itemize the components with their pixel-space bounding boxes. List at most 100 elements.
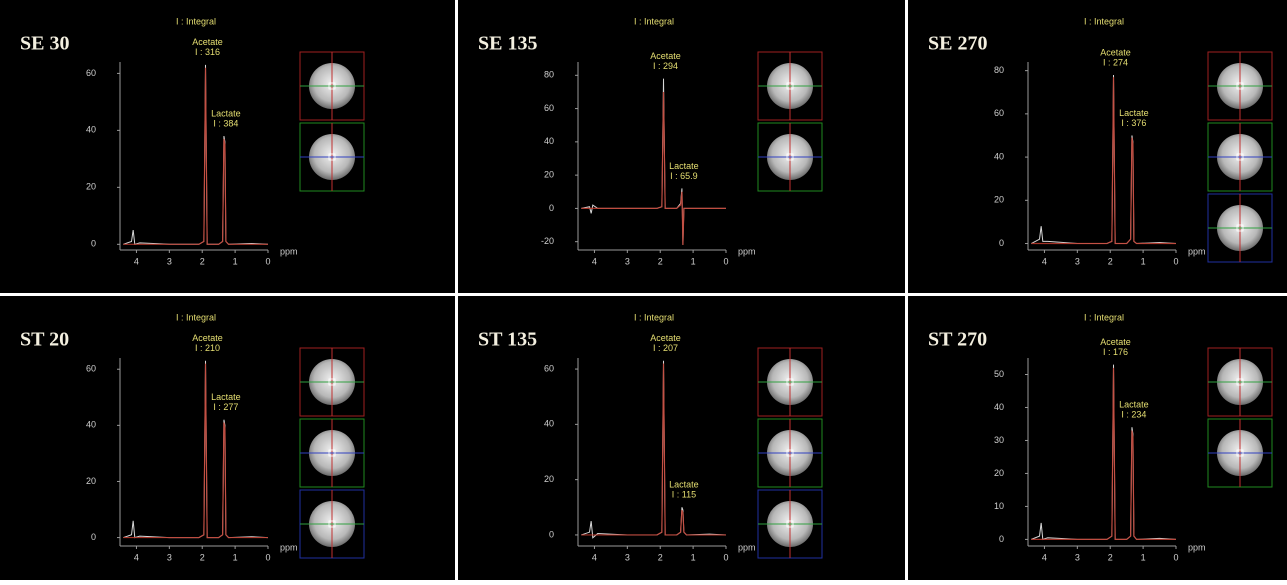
peak-name: Acetate	[1100, 47, 1131, 57]
x-axis-label: ppm	[738, 542, 756, 552]
panel-subtitle: I : Integral	[634, 312, 674, 322]
y-tick-label: 10	[994, 501, 1004, 511]
spectrum-panel: SE 270 I : Integral 0 20 40 60 80 4 3 2 1 0 ppm Aceta…	[908, 0, 1287, 293]
peak-name: Acetate	[1100, 337, 1131, 347]
peak-name: Acetate	[650, 333, 681, 343]
x-tick-label: 2	[658, 256, 663, 266]
y-tick-label: 40	[994, 402, 1004, 412]
y-tick-label: 20	[86, 476, 96, 486]
x-tick-label: 1	[1141, 552, 1146, 562]
x-tick-label: 1	[691, 552, 696, 562]
panel-title: ST 270	[928, 329, 987, 351]
panel-title: SE 270	[928, 33, 987, 55]
localizer-view	[1208, 194, 1272, 262]
peak-integral: I : 277	[213, 402, 238, 412]
x-tick-label: 2	[200, 552, 205, 562]
peak-name: Lactate	[211, 108, 241, 118]
x-axis-label: ppm	[280, 542, 298, 552]
x-axis-label: ppm	[1188, 542, 1206, 552]
y-tick-label: 40	[544, 419, 554, 429]
peak-name: Acetate	[192, 333, 223, 343]
x-tick-label: 4	[592, 552, 597, 562]
localizer-view	[300, 52, 364, 120]
panel-title: SE 30	[20, 33, 69, 55]
x-tick-label: 3	[167, 552, 172, 562]
x-axis-label: ppm	[1188, 246, 1206, 256]
localizer-view	[300, 123, 364, 191]
x-tick-label: 2	[1108, 256, 1113, 266]
localizer-view	[1208, 348, 1272, 416]
x-tick-label: 1	[1141, 256, 1146, 266]
x-tick-label: 3	[1075, 552, 1080, 562]
x-tick-label: 3	[625, 256, 630, 266]
x-tick-label: 0	[723, 256, 728, 266]
peak-integral: I : 207	[653, 343, 678, 353]
y-tick-label: 80	[994, 65, 1004, 75]
x-tick-label: 0	[1173, 552, 1178, 562]
y-tick-label: 60	[544, 103, 554, 113]
x-tick-label: 4	[134, 552, 139, 562]
y-tick-label: 20	[994, 195, 1004, 205]
spectrum-panel: ST 270I : Integral0102030405043210ppmAce…	[908, 296, 1287, 580]
panel-subtitle: I : Integral	[176, 312, 216, 322]
panel-title: SE 135	[478, 33, 537, 55]
y-tick-label: 40	[544, 136, 554, 146]
peak-integral: I : 176	[1103, 347, 1128, 357]
peak-integral: I : 316	[195, 47, 220, 57]
peak-integral: I : 234	[1121, 410, 1146, 420]
x-tick-label: 1	[691, 256, 696, 266]
localizer-view	[758, 123, 822, 191]
panel-title: ST 135	[478, 329, 537, 351]
y-tick-label: 20	[544, 474, 554, 484]
y-tick-label: 80	[544, 70, 554, 80]
peak-integral: I : 115	[672, 490, 696, 500]
peak-integral: I : 384	[213, 118, 238, 128]
y-tick-label: 60	[994, 108, 1004, 118]
y-tick-label: 20	[994, 468, 1004, 478]
panel-subtitle: I : Integral	[634, 16, 674, 26]
y-tick-label: 40	[86, 420, 96, 430]
x-tick-label: 0	[723, 552, 728, 562]
localizer-view	[758, 490, 822, 558]
x-tick-label: 0	[265, 256, 270, 266]
localizer-view	[758, 52, 822, 120]
localizer-view	[300, 490, 364, 558]
y-tick-label: 0	[549, 203, 554, 213]
x-axis-label: ppm	[738, 246, 756, 256]
peak-name: Lactate	[669, 480, 699, 490]
y-tick-label: 40	[86, 125, 96, 135]
peak-name: Lactate	[1119, 400, 1149, 410]
x-tick-label: 4	[1042, 256, 1047, 266]
y-tick-label: 0	[999, 238, 1004, 248]
localizer-view	[758, 348, 822, 416]
x-tick-label: 0	[265, 552, 270, 562]
peak-name: Lactate	[669, 161, 699, 171]
y-tick-label: 40	[994, 151, 1004, 161]
x-tick-label: 2	[658, 552, 663, 562]
x-tick-label: 0	[1173, 256, 1178, 266]
panel-subtitle: I : Integral	[1084, 16, 1124, 26]
y-tick-label: 20	[86, 182, 96, 192]
x-tick-label: 2	[1108, 552, 1113, 562]
figure: SE 30I : Integral020406043210ppmAcetateI…	[0, 0, 1287, 580]
x-tick-label: 3	[1075, 256, 1080, 266]
y-tick-label: 0	[91, 532, 96, 542]
localizer-view	[758, 419, 822, 487]
localizer-view	[1208, 123, 1272, 191]
y-tick-label: 0	[91, 239, 96, 249]
panel-subtitle: I : Integral	[1084, 312, 1124, 322]
panel-subtitle: I : Integral	[176, 16, 216, 26]
peak-integral: I : 376	[1121, 118, 1146, 128]
y-tick-label: 0	[549, 529, 554, 539]
peak-name: Lactate	[211, 392, 241, 402]
y-tick-label: 0	[999, 534, 1004, 544]
y-tick-label: 20	[544, 170, 554, 180]
x-tick-label: 1	[233, 256, 238, 266]
y-tick-label: 50	[994, 369, 1004, 379]
y-tick-label: -20	[541, 236, 554, 246]
x-tick-label: 4	[592, 256, 597, 266]
x-tick-label: 3	[167, 256, 172, 266]
